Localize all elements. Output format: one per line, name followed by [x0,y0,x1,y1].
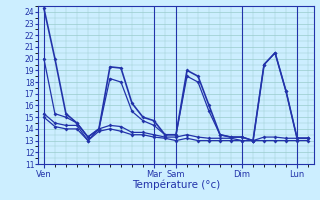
X-axis label: Température (°c): Température (°c) [132,180,220,190]
